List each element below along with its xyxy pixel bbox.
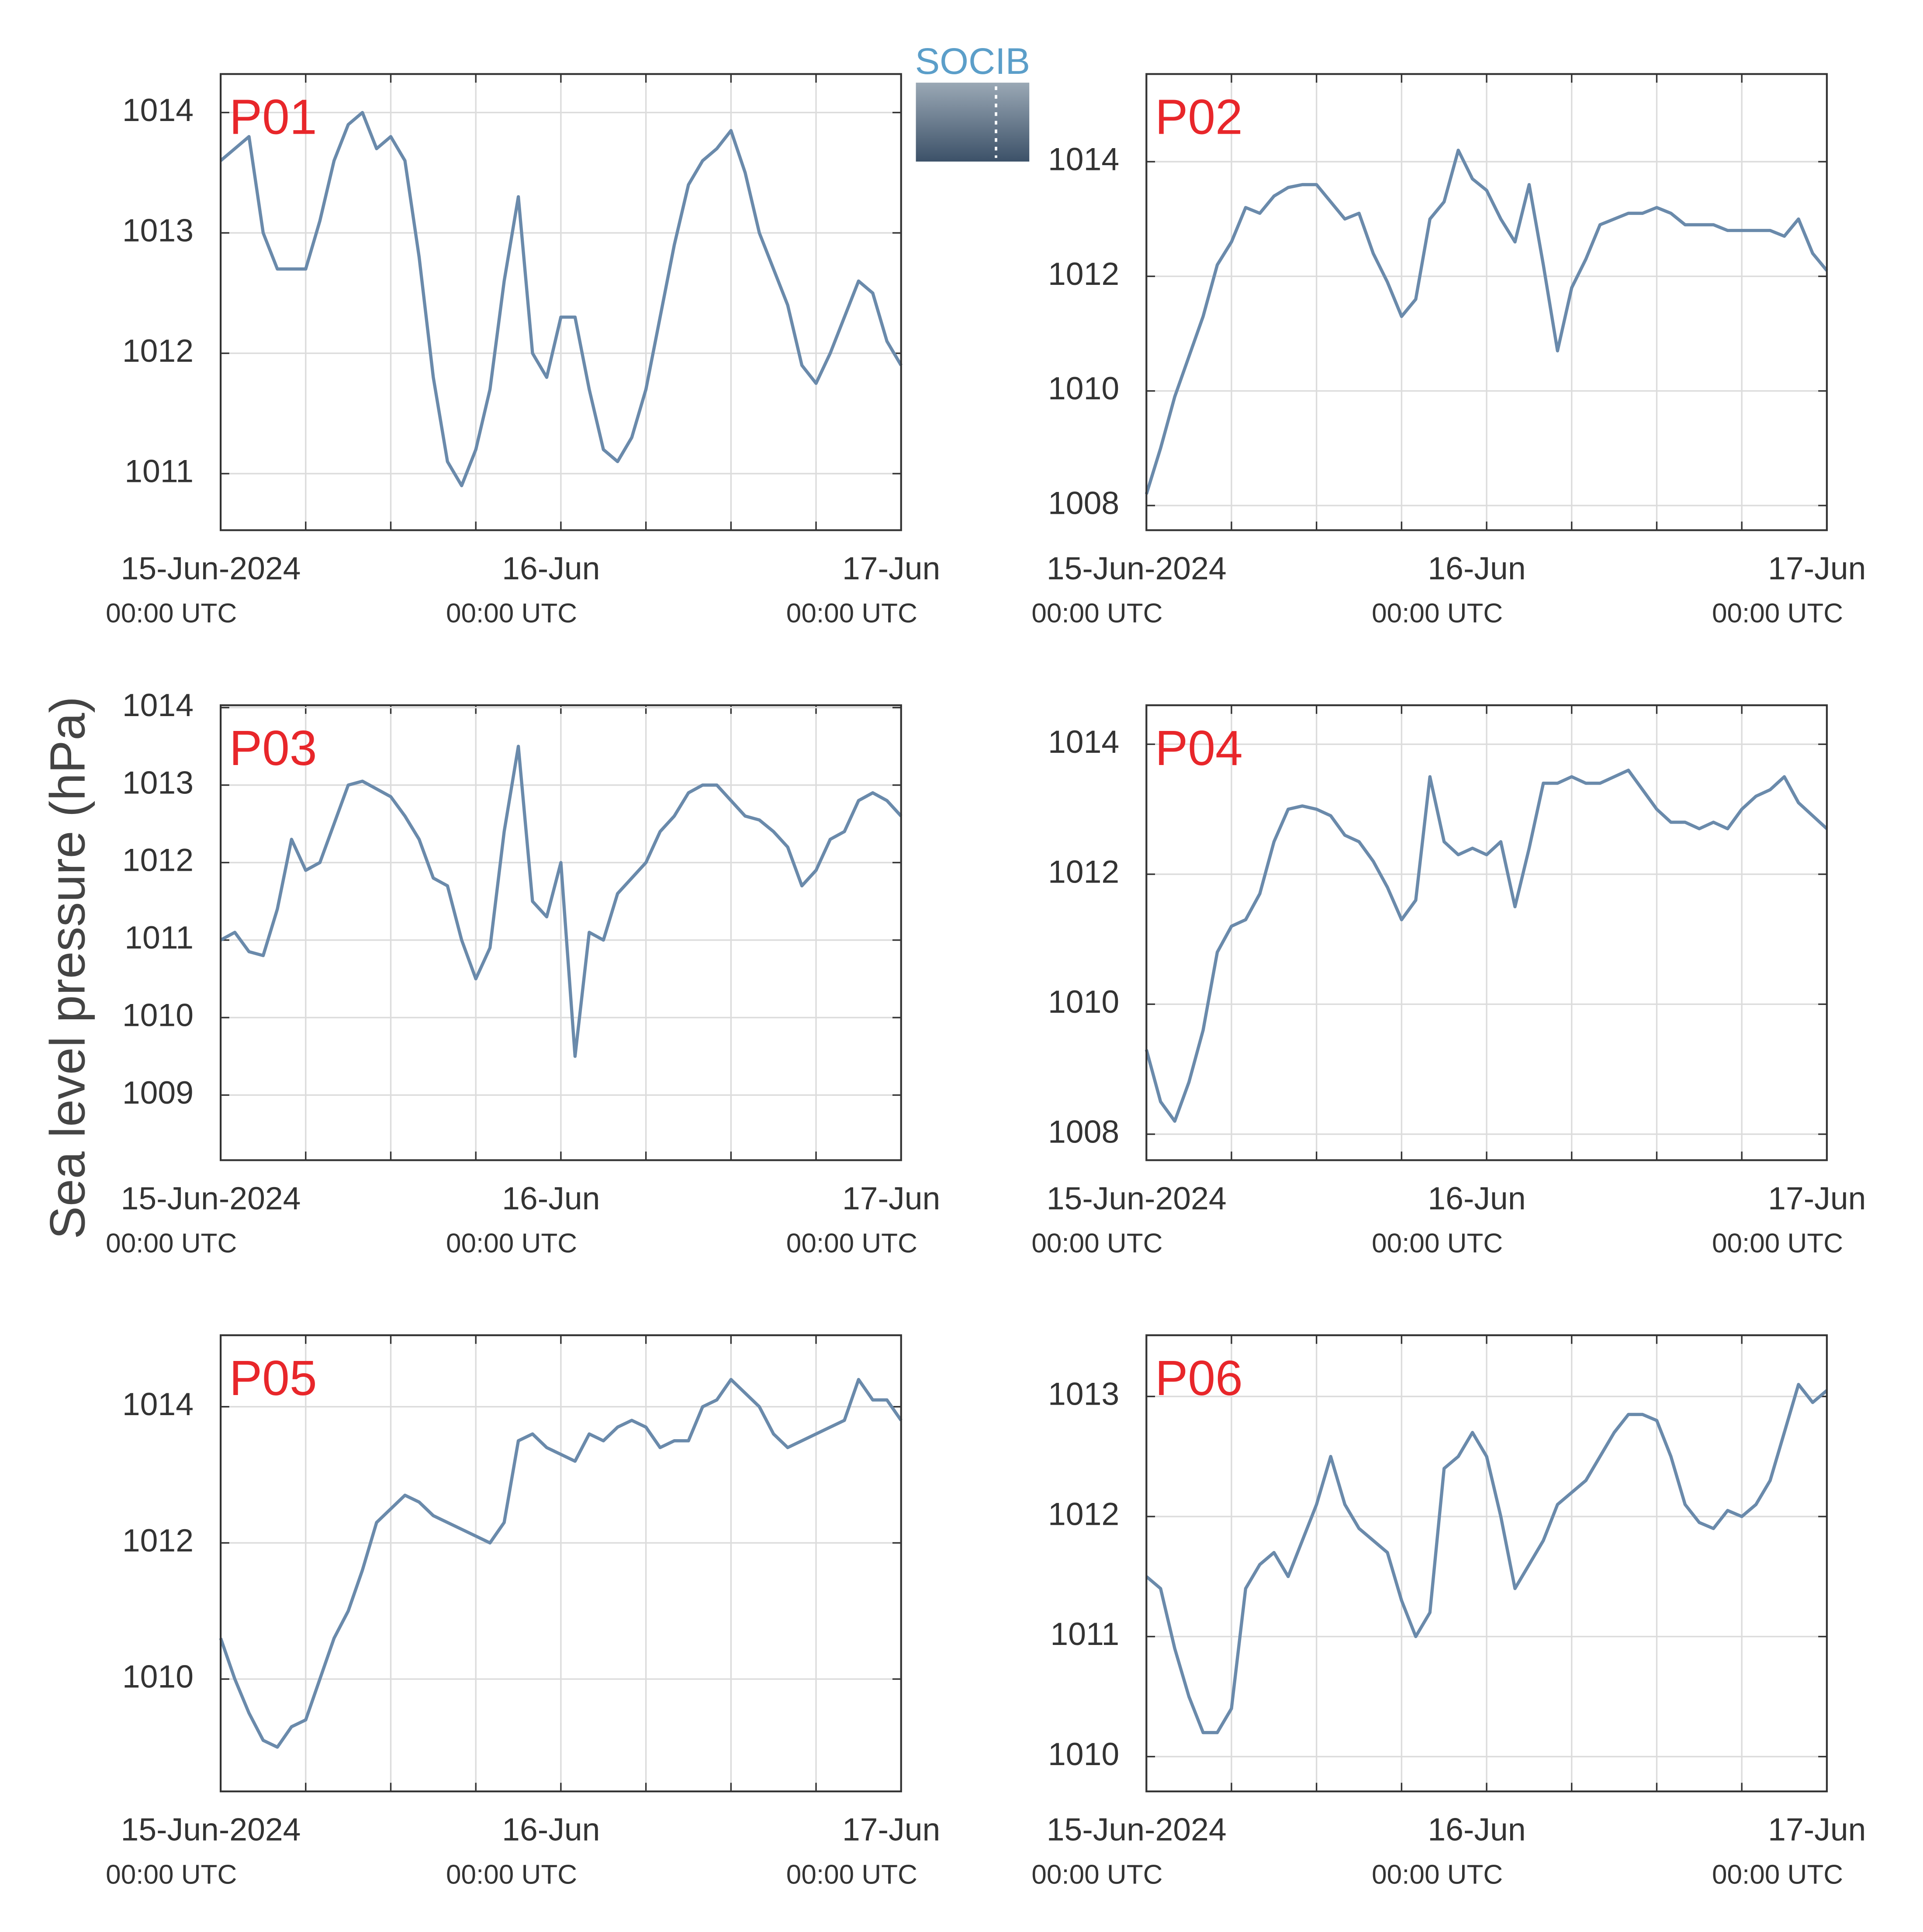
x-tick-label: 15-Jun-2024 [1047,1812,1227,1848]
data-line [1145,1383,1828,1735]
data-line [220,744,903,1058]
plot-frame [219,1334,902,1793]
x-tick-label: 15-Jun-2024 [1047,551,1227,586]
y-tick-label: 1010 [122,1658,194,1694]
x-tick-label: 16-Jun [502,551,600,586]
plot-frame [219,704,902,1161]
x-tick-label: 17-Jun [1768,551,1866,586]
plot-frame [1145,73,1828,531]
y-tick-label: 1012 [1048,1496,1119,1532]
x-tick-sublabel: 00:00 UTC [1372,1229,1503,1259]
panel-title: P01 [229,89,317,144]
y-tick-label: 1010 [1048,370,1119,406]
x-tick-sublabel: 00:00 UTC [786,599,917,629]
x-tick-sublabel: 00:00 UTC [106,599,237,629]
y-tick-label: 1014 [122,687,194,723]
x-tick-label: 15-Jun-2024 [1047,1181,1227,1216]
y-tick-label: 1010 [1048,984,1119,1020]
panel-title: P04 [1155,720,1243,776]
x-tick-label: 17-Jun [842,1812,940,1848]
x-tick-label: 17-Jun [1768,1812,1866,1848]
plot-frame [219,73,902,531]
y-tick-label: 1014 [122,92,194,128]
x-tick-sublabel: 00:00 UTC [446,599,577,629]
y-tick-label: 1008 [1048,485,1119,521]
x-tick-label: 16-Jun [1428,1812,1525,1848]
x-tick-label: 16-Jun [502,1812,600,1848]
y-tick-label: 1014 [122,1386,194,1422]
x-tick-sublabel: 00:00 UTC [1372,1859,1503,1890]
y-tick-label: 1013 [1048,1376,1119,1412]
x-tick-sublabel: 00:00 UTC [1712,599,1843,629]
x-tick-label: 15-Jun-2024 [121,551,301,586]
panel-title: P05 [229,1350,317,1406]
y-axis-label: Sea level pressure (hPa) [40,696,95,1239]
x-tick-label: 16-Jun [502,1181,600,1216]
plot-frame [1145,1334,1828,1793]
x-tick-label: 15-Jun-2024 [121,1181,301,1216]
data-line [1145,149,1828,495]
x-tick-sublabel: 00:00 UTC [1712,1859,1843,1890]
y-tick-label: 1012 [1048,256,1119,292]
y-tick-label: 1011 [125,453,194,489]
panel-title: P06 [1155,1350,1243,1406]
data-line [219,111,903,488]
x-tick-label: 17-Jun [1768,1181,1866,1216]
y-tick-label: 1013 [122,765,194,800]
x-tick-sublabel: 00:00 UTC [1372,599,1503,629]
x-tick-sublabel: 00:00 UTC [446,1229,577,1259]
y-tick-label: 1008 [1048,1114,1119,1150]
x-tick-label: 16-Jun [1428,1181,1525,1216]
data-line [1145,769,1828,1123]
x-tick-label: 17-Jun [842,1181,940,1216]
logo-graphic [916,83,1030,162]
y-tick-label: 1010 [122,997,194,1033]
y-tick-label: 1011 [1050,1616,1119,1652]
x-tick-sublabel: 00:00 UTC [786,1859,917,1890]
x-tick-label: 16-Jun [1428,551,1525,586]
y-tick-label: 1014 [1048,724,1119,760]
y-tick-label: 1012 [1048,854,1119,890]
logo-text: SOCIB [915,40,1030,82]
plot-frame [1145,704,1828,1161]
panel-title: P02 [1155,89,1243,144]
panel-title: P03 [229,720,317,776]
x-tick-sublabel: 00:00 UTC [106,1859,237,1890]
y-tick-label: 1010 [1048,1736,1119,1772]
x-tick-sublabel: 00:00 UTC [106,1229,237,1259]
y-tick-label: 1012 [122,333,194,369]
x-tick-sublabel: 00:00 UTC [1031,1859,1162,1890]
y-tick-label: 1013 [122,212,194,248]
x-tick-sublabel: 00:00 UTC [1031,1229,1162,1259]
y-tick-label: 1012 [122,1523,194,1558]
y-tick-label: 1009 [122,1075,194,1111]
x-tick-sublabel: 00:00 UTC [1712,1229,1843,1259]
data-line [219,1378,903,1749]
y-tick-label: 1012 [122,842,194,878]
x-tick-label: 15-Jun-2024 [121,1812,301,1848]
y-tick-label: 1014 [1048,141,1119,177]
x-tick-sublabel: 00:00 UTC [786,1229,917,1259]
x-tick-sublabel: 00:00 UTC [1031,599,1162,629]
x-tick-label: 17-Jun [842,551,940,586]
y-tick-label: 1011 [125,920,194,956]
x-tick-sublabel: 00:00 UTC [446,1859,577,1890]
